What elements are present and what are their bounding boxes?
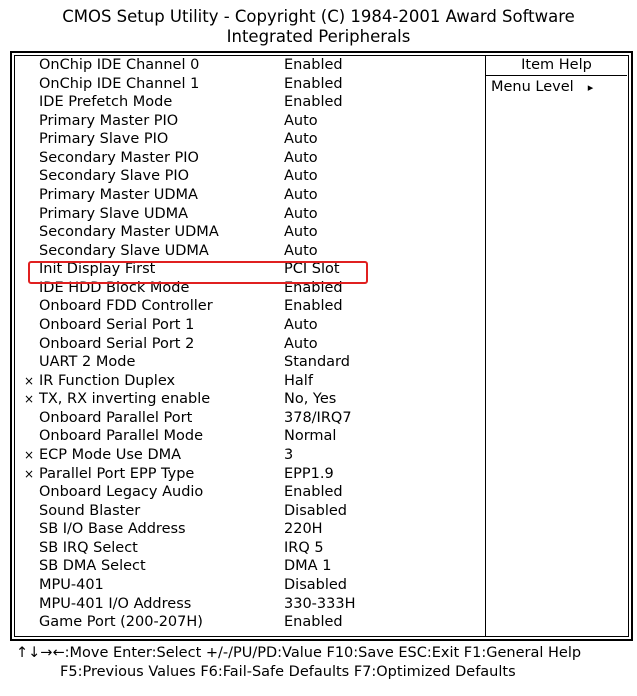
setting-value[interactable]: Auto [284,316,318,333]
setting-label: Onboard Legacy Audio [39,484,204,501]
setting-value[interactable]: 3 [284,446,294,463]
setting-label: Onboard Parallel Port [39,409,193,426]
setting-label: Secondary Master PIO [39,149,199,166]
menu-level: Menu Level ▸ [491,79,593,95]
setting-label: Onboard Serial Port 2 [39,335,195,352]
setting-label: Init Display First [39,261,156,278]
disabled-x-icon: × [24,392,35,407]
setting-value[interactable]: Enabled [284,298,343,315]
setting-value[interactable]: Enabled [284,57,343,73]
setting-value[interactable]: Standard [284,354,350,371]
help-divider [485,55,486,637]
setting-label: Primary Master UDMA [39,186,198,203]
disabled-x-icon: × [24,466,35,481]
setting-value[interactable]: IRQ 5 [284,539,324,556]
setting-label: Primary Slave UDMA [39,205,189,222]
setting-label: Primary Slave PIO [39,131,169,148]
setting-value[interactable]: No, Yes [284,391,337,408]
setting-value[interactable]: 378/IRQ7 [284,409,352,426]
setting-value[interactable]: Normal [284,428,337,445]
disabled-x-icon: × [24,447,35,462]
setting-value[interactable]: Enabled [284,94,343,111]
setting-label: Game Port (200-207H) [39,614,203,631]
setting-label: MPU-401 I/O Address [39,595,192,612]
setting-value[interactable]: 330-333H [284,595,356,612]
key-help-line1: ↑↓→←:Move Enter:Select +/-/PU/PD:Value F… [16,645,582,661]
key-help-line2: F5:Previous Values F6:Fail-Safe Defaults… [60,664,516,680]
main-frame [10,51,633,641]
setting-value[interactable]: Enabled [284,614,343,631]
setting-value[interactable]: EPP1.9 [284,465,334,482]
setting-label: Secondary Master UDMA [39,224,219,241]
setting-label: IR Function Duplex [39,372,176,389]
setting-value[interactable]: Auto [284,131,318,148]
setting-label: IDE Prefetch Mode [39,94,173,111]
page-title: Integrated Peripherals [226,27,411,46]
setting-label: MPU-401 [39,576,104,593]
setting-label: Secondary Slave PIO [39,168,190,185]
setting-value[interactable]: 220H [284,521,323,538]
setting-value[interactable]: Auto [284,224,318,241]
main-frame-inner [14,55,629,637]
setting-label: ECP Mode Use DMA [39,446,182,463]
setting-label: Onboard FDD Controller [39,298,213,315]
setting-label: TX, RX inverting enable [39,391,211,408]
setting-value[interactable]: PCI Slot [284,261,340,278]
setting-label: Sound Blaster [39,502,141,519]
setting-label: Onboard Serial Port 1 [39,316,195,333]
item-help-title: Item Help [486,55,627,76]
setting-value[interactable]: Auto [284,112,318,129]
setting-label: SB IRQ Select [39,539,138,556]
setting-value[interactable]: Auto [284,186,318,203]
arrow-right-icon: ▸ [587,81,594,94]
setting-label: OnChip IDE Channel 0 [39,57,200,73]
setting-label: SB I/O Base Address [39,521,186,538]
setting-label: Onboard Parallel Mode [39,428,204,445]
setting-value[interactable]: DMA 1 [284,558,332,575]
setting-value[interactable]: Enabled [284,484,343,501]
setting-value[interactable]: Disabled [284,576,347,593]
setting-label: Parallel Port EPP Type [39,465,195,482]
setting-value[interactable]: Half [284,372,313,389]
setting-label: Primary Master PIO [39,112,179,129]
setting-value[interactable]: Auto [284,149,318,166]
utility-title: CMOS Setup Utility - Copyright (C) 1984-… [62,7,575,26]
setting-value[interactable]: Auto [284,168,318,185]
menu-level-label: Menu Level [491,79,574,95]
setting-label: SB DMA Select [39,558,146,575]
setting-value[interactable]: Disabled [284,502,347,519]
setting-label: UART 2 Mode [39,354,136,371]
setting-value[interactable]: Auto [284,335,318,352]
disabled-x-icon: × [24,373,35,388]
setting-label: Secondary Slave UDMA [39,242,209,259]
highlight-box [28,261,368,284]
setting-value[interactable]: Auto [284,242,318,259]
setting-value[interactable]: Auto [284,205,318,222]
setting-label: OnChip IDE Channel 1 [39,75,200,92]
setting-value[interactable]: Enabled [284,75,343,92]
